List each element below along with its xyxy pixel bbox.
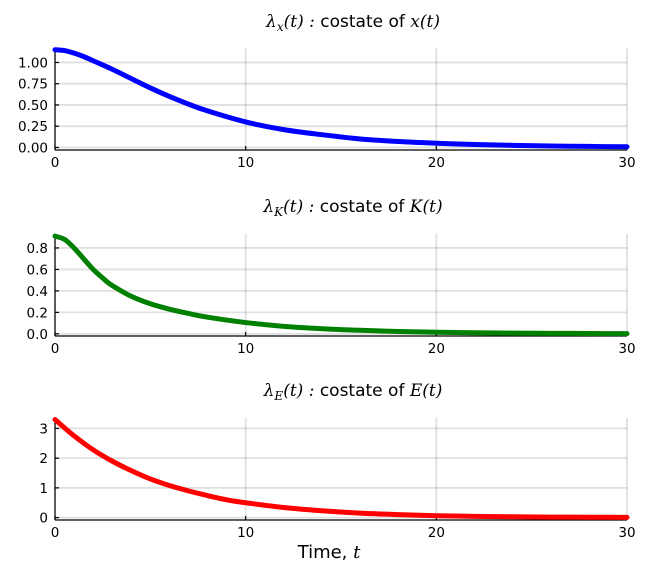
title-text: costate of [320,12,410,32]
subplot-1: 0.00 0.25 0.50 0.75 1.00 0 10 20 30 λx(t) : costa… [18,12,636,171]
y-tick-label: 2 [39,451,48,467]
title-subscript: x [277,20,284,34]
x-tick-label: 0 [51,155,60,171]
title-lambda: λ [265,12,277,32]
title-argument: (t) : [284,12,321,32]
y-tick-label: 0.0 [27,327,48,343]
y-tick-label: 0.00 [18,140,48,156]
subplot-title: λx(t) : costate of x(t) [265,12,440,34]
y-tick-label: 3 [39,421,48,437]
y-tick-label: 0.8 [27,241,48,257]
x-tick-label: 30 [618,155,635,171]
title-subscript: K [273,205,284,219]
x-tick-label: 20 [428,525,445,541]
y-tick-label: 1 [39,481,48,497]
x-tick-label: 10 [237,525,254,541]
x-tick-label: 30 [618,341,635,357]
x-axis-label-math: t [353,542,361,563]
title-math: K(t) [409,197,443,217]
title-argument: (t) : [283,197,320,217]
x-tick-label: 10 [237,155,254,171]
subplot-title: λK(t) : costate of K(t) [262,197,442,219]
x-tick-label: 20 [428,341,445,357]
title-argument: (t) : [283,381,320,401]
x-tick-label: 20 [428,155,445,171]
subplot-title: λE(t) : costate of E(t) [263,381,443,403]
title-subscript: E [273,389,283,403]
title-lambda: λ [262,197,274,217]
y-tick-label: 0.4 [27,284,48,300]
series-line-2 [52,233,630,337]
y-tick-label: 0 [39,511,48,527]
title-math: E(t) [409,381,443,401]
title-math: x(t) [410,12,440,32]
y-tick-label: 0.6 [27,262,48,278]
series-line-1 [52,47,630,150]
y-tick-label: 0.2 [27,305,48,321]
x-axis-label-text: Time, [297,542,354,563]
x-tick-label: 0 [51,525,60,541]
x-tick-label: 30 [618,525,635,541]
y-tick-label: 0.75 [18,77,48,93]
title-text: costate of [320,197,410,217]
x-tick-label: 0 [51,341,60,357]
y-tick-label: 0.50 [18,98,48,114]
y-tick-label: 0.25 [18,119,48,135]
x-tick-label: 10 [237,341,254,357]
title-text: costate of [320,381,410,401]
y-tick-label: 1.00 [18,55,48,71]
x-axis-label: Time, t [297,542,362,563]
title-lambda: λ [263,381,275,401]
series-line-3 [52,416,630,520]
subplot-2: 0.0 0.2 0.4 0.6 0.8 0 10 20 30 λK(t) : costate of… [27,197,636,357]
